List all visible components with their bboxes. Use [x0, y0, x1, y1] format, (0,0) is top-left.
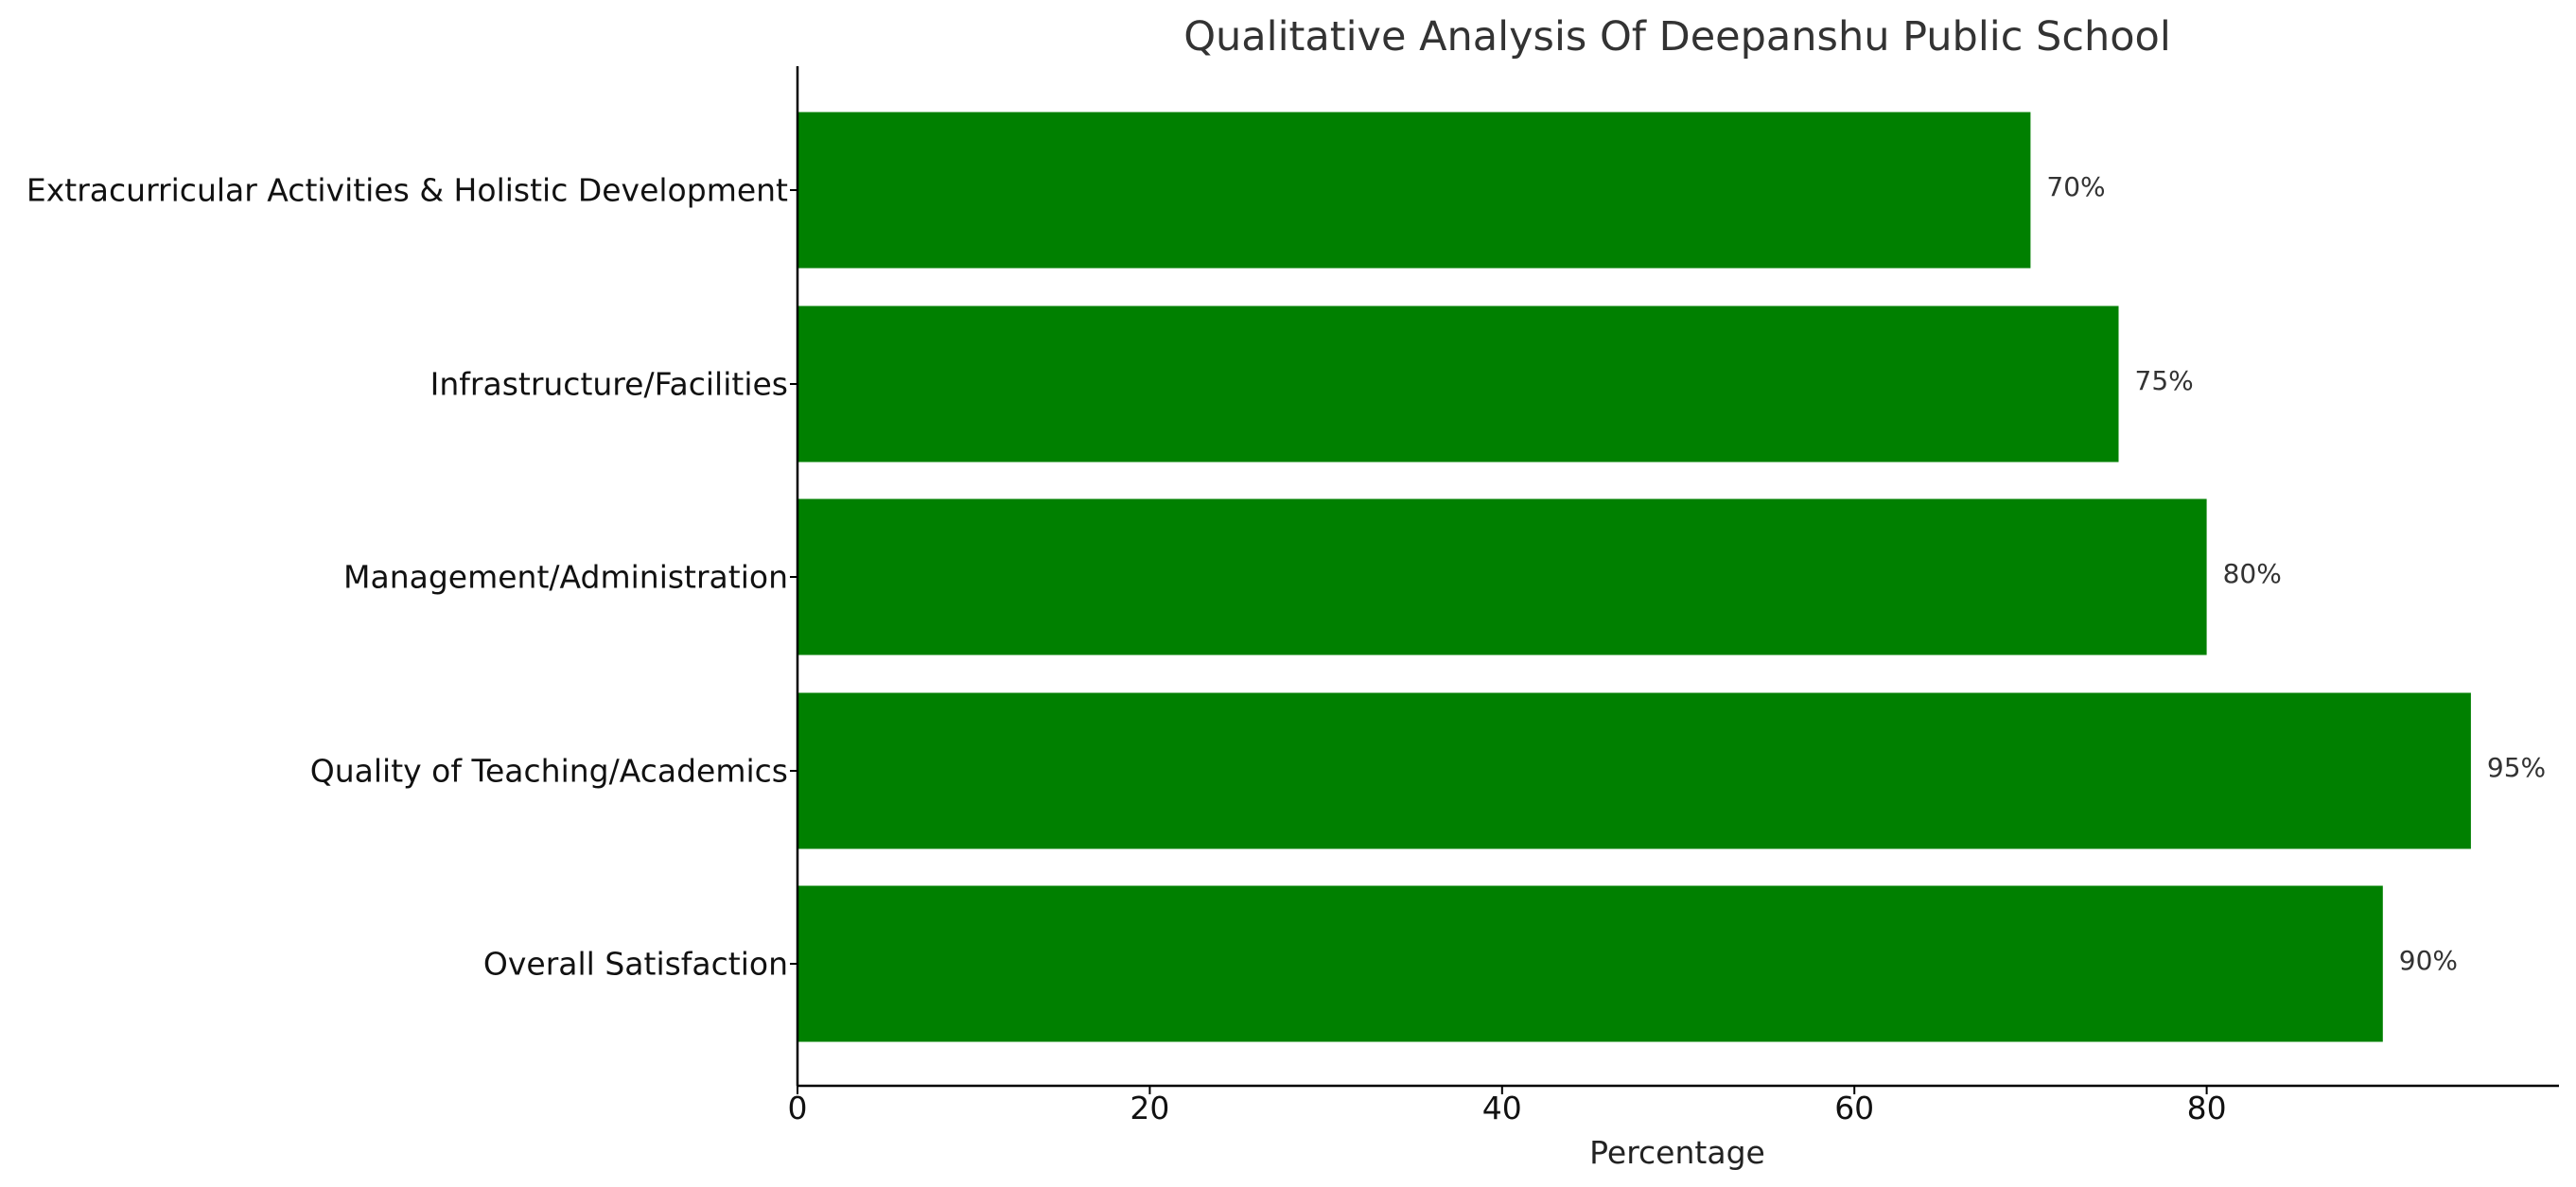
x-tick-label: 60: [1834, 1090, 1874, 1126]
category-label: Infrastructure/Facilities: [430, 366, 788, 403]
axes-group: [796, 66, 2559, 1088]
x-axis-title: Percentage: [1589, 1134, 1765, 1171]
bar-value-label: 70%: [2046, 171, 2105, 202]
bar-value-label: 95%: [2487, 752, 2546, 783]
bars-group: [797, 112, 2471, 1042]
bar-value-label: 90%: [2399, 945, 2458, 976]
category-label: Extracurricular Activities & Holistic De…: [26, 172, 788, 209]
value-labels-group: 90% 95% 80% 75% 70%: [2046, 171, 2546, 976]
x-tick-label: 40: [1482, 1090, 1522, 1126]
bar: [797, 498, 2207, 655]
category-labels-group: Overall Satisfaction Quality of Teaching/…: [26, 172, 797, 983]
category-label: Overall Satisfaction: [483, 946, 788, 983]
bar: [797, 885, 2383, 1042]
category-label: Quality of Teaching/Academics: [310, 753, 788, 790]
x-ticks-group: 0 20 40 60 80: [788, 1086, 2227, 1126]
x-tick-label: 0: [788, 1090, 808, 1126]
bar: [797, 305, 2119, 463]
bar-value-label: 80%: [2223, 558, 2282, 589]
x-tick-label: 80: [2187, 1090, 2227, 1126]
category-label: Management/Administration: [343, 559, 788, 596]
bar: [797, 112, 2031, 269]
bar-value-label: 75%: [2135, 365, 2194, 396]
bar: [797, 692, 2471, 849]
x-tick-label: 20: [1130, 1090, 1169, 1126]
chart-title: Qualitative Analysis Of Deepanshu Public…: [1183, 13, 2171, 61]
